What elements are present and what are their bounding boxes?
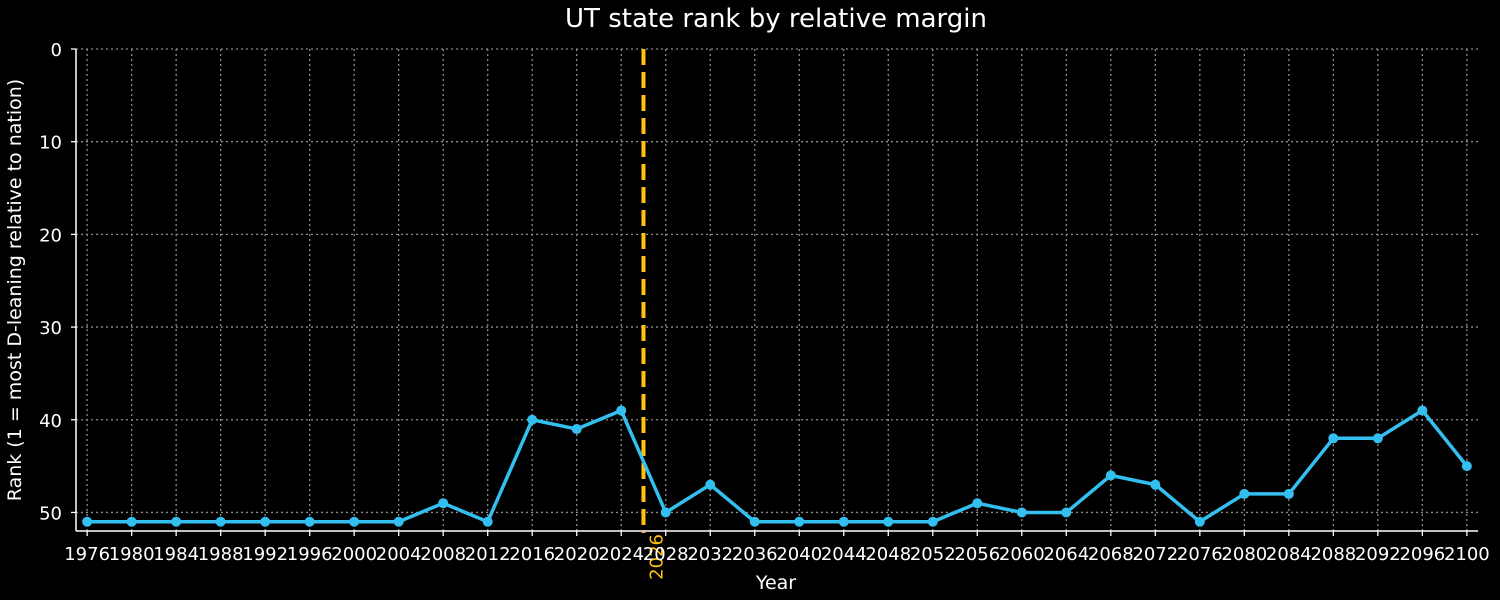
- y-tick-labels: 0 10 20 30 40 50: [39, 40, 62, 524]
- x-tick-label: 2096: [1399, 544, 1445, 565]
- data-point: [1372, 433, 1383, 444]
- data-point: [1239, 488, 1250, 499]
- y-tick-label: 0: [51, 40, 62, 61]
- data-point: [482, 516, 493, 527]
- data-point: [927, 516, 938, 527]
- x-tick-label: 2016: [509, 544, 555, 565]
- data-point: [1461, 461, 1472, 472]
- data-point: [1105, 470, 1116, 481]
- x-tick-label: 2076: [1177, 544, 1223, 565]
- data-point: [215, 516, 226, 527]
- x-tick-label: 1992: [242, 544, 288, 565]
- data-point: [660, 507, 671, 518]
- x-tick-label: 2092: [1355, 544, 1401, 565]
- data-point: [393, 516, 404, 527]
- x-tick-label: 2088: [1310, 544, 1356, 565]
- data-point: [838, 516, 849, 527]
- x-tick-label: 1980: [109, 544, 155, 565]
- chart-title: UT state rank by relative margin: [565, 4, 987, 34]
- data-point: [1061, 507, 1072, 518]
- data-point: [527, 414, 538, 425]
- grid: [76, 48, 1478, 531]
- reference-line-label: 2026: [646, 534, 667, 580]
- data-point: [616, 405, 627, 416]
- x-tick-label: 2000: [331, 544, 377, 565]
- data-point: [571, 424, 582, 435]
- data-point: [349, 516, 360, 527]
- x-tick-label: 1976: [64, 544, 110, 565]
- y-tick-label: 40: [39, 411, 62, 432]
- data-point: [1417, 405, 1428, 416]
- data-point: [1194, 516, 1205, 527]
- x-tick-labels: 1976198019841988199219962000200420082012…: [64, 544, 1490, 565]
- data-point: [126, 516, 137, 527]
- data-point: [1150, 479, 1161, 490]
- data-point: [794, 516, 805, 527]
- data-point: [1328, 433, 1339, 444]
- x-tick-label: 2052: [910, 544, 956, 565]
- data-point: [171, 516, 182, 527]
- x-axis-label: Year: [755, 572, 796, 594]
- x-tick-label: 2044: [821, 544, 867, 565]
- x-tick-label: 2056: [954, 544, 1000, 565]
- x-tick-label: 2032: [687, 544, 733, 565]
- data-point: [260, 516, 271, 527]
- data-point: [82, 516, 93, 527]
- data-point: [749, 516, 760, 527]
- x-tick-label: 2084: [1266, 544, 1312, 565]
- x-tick-label: 2036: [732, 544, 778, 565]
- y-axis-label: Rank (1 = most D-leaning relative to nat…: [4, 79, 26, 501]
- x-tick-label: 2024: [598, 544, 644, 565]
- y-tick-label: 30: [39, 318, 62, 339]
- data-point: [972, 498, 983, 509]
- x-tick-label: 2060: [999, 544, 1045, 565]
- x-tick-label: 1984: [153, 544, 199, 565]
- data-point: [304, 516, 315, 527]
- data-point: [1283, 488, 1294, 499]
- x-tick-label: 2012: [465, 544, 511, 565]
- series-group: [82, 405, 1472, 527]
- x-tick-label: 2072: [1132, 544, 1178, 565]
- x-tick-label: 1988: [198, 544, 244, 565]
- x-tick-label: 2048: [865, 544, 911, 565]
- x-tick-label: 2080: [1221, 544, 1267, 565]
- data-point: [438, 498, 449, 509]
- x-tick-label: 2028: [643, 544, 689, 565]
- y-tick-label: 50: [39, 503, 62, 524]
- series-line: [87, 408, 1469, 524]
- x-tick-label: 2020: [554, 544, 600, 565]
- x-tick-label: 2068: [1088, 544, 1134, 565]
- y-tick-label: 20: [39, 225, 62, 246]
- x-tick-label: 2008: [420, 544, 466, 565]
- x-tick-label: 2004: [376, 544, 422, 565]
- y-tick-label: 10: [39, 133, 62, 154]
- x-tick-label: 2064: [1043, 544, 1089, 565]
- x-tick-label: 2040: [776, 544, 822, 565]
- x-tick-label: 2100: [1444, 544, 1490, 565]
- reference-line-group: 2026: [641, 49, 667, 580]
- x-tick-label: 1996: [287, 544, 333, 565]
- data-point: [705, 479, 716, 490]
- data-point: [1016, 507, 1027, 518]
- data-point: [883, 516, 894, 527]
- axes: [71, 48, 1478, 536]
